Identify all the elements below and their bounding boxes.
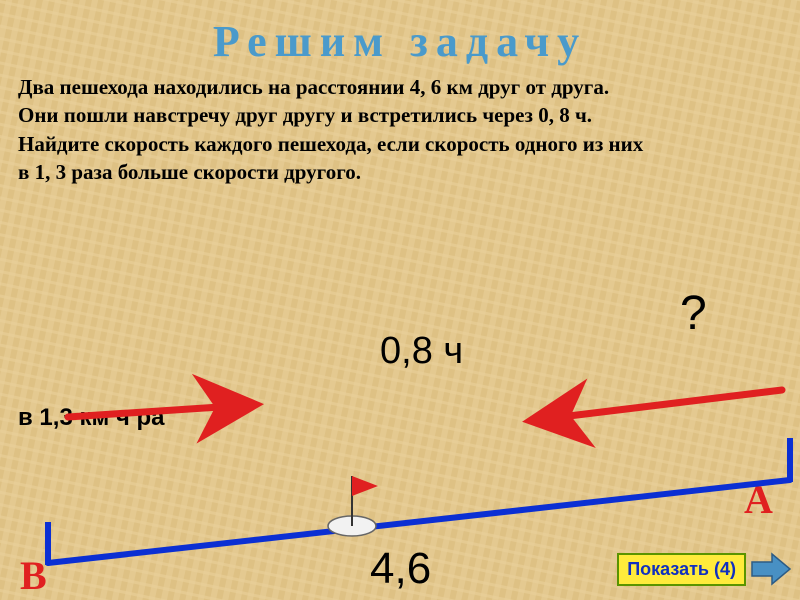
- distance-line: [48, 480, 790, 563]
- left-arrow: [68, 405, 250, 417]
- next-arrow-icon[interactable]: [750, 552, 792, 586]
- flag-icon: [352, 476, 378, 496]
- diagram: [0, 0, 800, 600]
- show-button[interactable]: Показать (4): [617, 553, 746, 586]
- right-arrow: [536, 390, 782, 420]
